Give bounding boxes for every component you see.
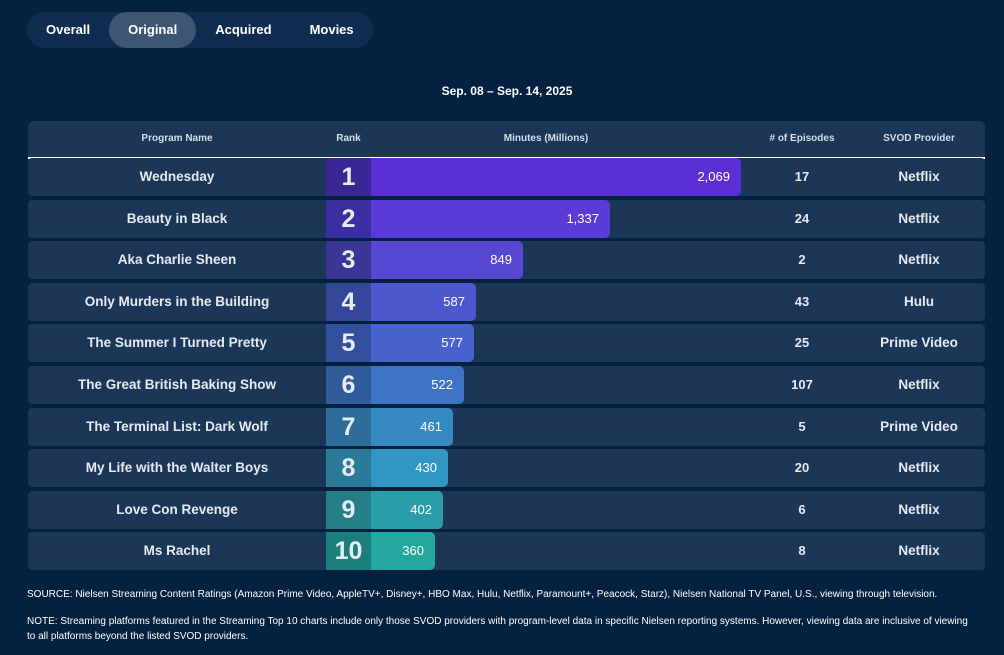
rank-badge: 7	[326, 407, 371, 446]
svod-provider: Netflix	[898, 501, 940, 517]
svod-provider: Netflix	[898, 543, 940, 559]
episode-count: 5	[798, 418, 806, 434]
minutes-bar: 402	[371, 490, 443, 529]
table-row: Ms Rachel 10 360 8 Netflix	[28, 532, 985, 571]
rank-badge: 10	[326, 532, 371, 571]
minutes-bar: 849	[371, 241, 523, 280]
episode-count: 2	[798, 252, 806, 268]
methodology-note: NOTE: Streaming platforms featured in th…	[27, 616, 968, 642]
rank-badge: 3	[326, 241, 371, 280]
program-name: Ms Rachel	[143, 543, 211, 559]
minutes-bar: 2,069	[371, 158, 741, 196]
table-row: Beauty in Black 2 1,337 24 Netflix	[28, 199, 985, 238]
table-row: The Terminal List: Dark Wolf 7 461 5 Prime V…	[28, 407, 985, 446]
svod-provider: Netflix	[898, 377, 940, 392]
minutes-bar: 360	[371, 532, 435, 571]
program-name: My Life with the Walter Boys	[85, 460, 269, 476]
rank-badge: 5	[326, 324, 371, 363]
minutes-bar: 430	[371, 449, 448, 488]
tab-movies[interactable]: Movies	[309, 22, 354, 37]
svod-provider: Netflix	[898, 169, 940, 184]
program-name: Aka Charlie Sheen	[117, 252, 237, 268]
tab-overall[interactable]: Overall	[46, 22, 91, 37]
minutes-bar: 522	[371, 366, 464, 404]
program-name: Wednesday	[139, 169, 215, 184]
header-rank: Rank	[336, 133, 361, 144]
episode-count: 24	[794, 210, 810, 226]
episode-count: 8	[798, 543, 806, 559]
rank-badge: 4	[326, 282, 371, 321]
program-name: The Great British Baking Show	[77, 377, 277, 392]
episode-count: 107	[791, 377, 813, 392]
svod-provider: Prime Video	[880, 335, 958, 351]
table-row: Only Murders in the Building 4 587 43 Hulu	[28, 282, 985, 321]
table-row: The Great British Baking Show 6 522 107 Netf…	[28, 366, 985, 404]
table-row: Love Con Revenge 9 402 6 Netflix	[28, 490, 985, 529]
svod-provider: Netflix	[898, 460, 940, 476]
rank-badge: 1	[326, 158, 371, 196]
program-name: Love Con Revenge	[116, 501, 238, 517]
header-svod-provider: SVOD Provider	[883, 133, 955, 144]
program-name: The Summer I Turned Pretty	[87, 335, 267, 351]
table-row: Aka Charlie Sheen 3 849 2 Netflix	[28, 241, 985, 280]
tab-acquired[interactable]: Acquired	[215, 22, 272, 37]
svod-provider: Netflix	[898, 252, 940, 268]
program-name: Beauty in Black	[126, 210, 228, 226]
table-row: Wednesday 1 2,069 17 Netflix	[28, 158, 985, 196]
program-name: The Terminal List: Dark Wolf	[86, 418, 268, 434]
episode-count: 17	[794, 169, 810, 184]
minutes-bar: 461	[371, 407, 453, 446]
chart-tabs: Overall Original Acquired Movies	[27, 12, 373, 48]
minutes-bar: 1,337	[371, 199, 610, 238]
program-name: Only Murders in the Building	[84, 293, 270, 309]
svod-provider: Hulu	[904, 293, 934, 309]
tab-original[interactable]: Original	[109, 12, 197, 48]
rank-badge: 8	[326, 449, 371, 488]
source-note: SOURCE: Nielsen Streaming Content Rating…	[27, 589, 938, 600]
minutes-bar: 577	[371, 324, 474, 363]
header-program-name: Program Name	[141, 133, 213, 144]
rank-badge: 2	[326, 199, 371, 238]
table-row: The Summer I Turned Pretty 5 577 25 Prime Vi…	[28, 324, 985, 363]
svod-provider: Prime Video	[880, 418, 958, 434]
rank-badge: 9	[326, 490, 371, 529]
episode-count: 25	[794, 335, 810, 351]
header-episodes: # of Episodes	[769, 133, 835, 144]
table-header: Program Name Rank Minutes (Millions) # o…	[28, 121, 985, 159]
minutes-bar: 587	[371, 282, 476, 321]
episode-count: 6	[798, 501, 806, 517]
header-minutes: Minutes (Millions)	[503, 133, 589, 144]
episode-count: 20	[794, 460, 810, 476]
rank-badge: 6	[326, 366, 371, 404]
table-row: My Life with the Walter Boys 8 430 20 Netfli…	[28, 449, 985, 488]
date-range-title: Sep. 08 – Sep. 14, 2025	[441, 84, 573, 98]
svod-provider: Netflix	[898, 210, 940, 226]
episode-count: 43	[794, 293, 810, 309]
ranking-table: Program Name Rank Minutes (Millions) # o…	[28, 121, 985, 571]
